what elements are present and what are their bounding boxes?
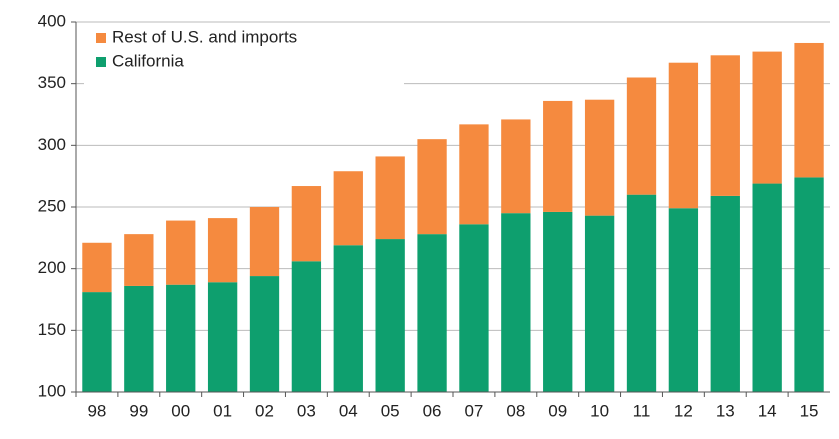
x-tick-label: 09	[548, 401, 567, 420]
bar-segment	[584, 215, 615, 392]
bar-segment	[794, 42, 824, 178]
bar-segment	[584, 99, 615, 216]
bar-segment	[710, 55, 740, 196]
legend-label: Rest of U.S. and imports	[112, 27, 297, 46]
x-tick-label: 99	[129, 401, 148, 420]
bar-segment	[752, 183, 782, 392]
x-tick-label: 00	[171, 401, 190, 420]
bar-segment	[626, 77, 657, 195]
x-tick-label: 98	[87, 401, 106, 420]
x-tick-label: 08	[506, 401, 525, 420]
bar-segment	[417, 234, 447, 392]
x-tick-label: 02	[255, 401, 274, 420]
x-tick-label: 01	[213, 401, 232, 420]
bar-segment	[375, 239, 405, 392]
bar-segment	[207, 282, 238, 392]
bar-segment	[794, 177, 824, 392]
x-tick-label: 04	[339, 401, 358, 420]
bar-segment	[82, 242, 112, 293]
x-tick-label: 10	[590, 401, 609, 420]
y-tick-label: 200	[38, 258, 66, 277]
y-tick-label: 400	[38, 11, 66, 30]
legend-swatch	[96, 57, 106, 67]
x-tick-label: 05	[381, 401, 400, 420]
bar-segment	[124, 285, 154, 392]
legend-box	[84, 26, 404, 88]
x-tick-label: 03	[297, 401, 316, 420]
legend-label: California	[112, 51, 184, 70]
bar-segment	[668, 208, 699, 392]
bar-segment	[249, 207, 280, 277]
bar-segment	[291, 186, 322, 262]
bar-segment	[459, 224, 489, 392]
y-tick-label: 250	[38, 196, 66, 215]
bar-segment	[710, 195, 740, 392]
y-tick-label: 150	[38, 320, 66, 339]
bar-segment	[249, 276, 280, 392]
bar-segment	[752, 51, 782, 184]
y-tick-label: 100	[38, 381, 66, 400]
bar-segment	[333, 245, 363, 392]
bar-segment	[124, 234, 154, 286]
bar-segment	[166, 284, 196, 392]
x-tick-label: 14	[758, 401, 777, 420]
x-tick-label: 11	[633, 401, 651, 420]
y-tick-label: 350	[38, 73, 66, 92]
bar-segment	[501, 213, 531, 392]
bar-segment	[543, 211, 573, 392]
x-tick-label: 13	[716, 401, 735, 420]
bar-segment	[207, 218, 238, 283]
bar-segment	[626, 194, 657, 392]
legend-swatch	[96, 33, 106, 43]
bar-segment	[417, 139, 447, 235]
x-tick-label: 06	[423, 401, 442, 420]
x-tick-label: 12	[674, 401, 693, 420]
bar-segment	[501, 119, 531, 214]
bar-segment	[459, 124, 489, 225]
bar-segment	[166, 220, 196, 285]
x-tick-label: 15	[800, 401, 819, 420]
x-tick-label: 07	[464, 401, 483, 420]
bar-segment	[333, 171, 363, 246]
bar-segment	[291, 261, 322, 392]
bar-segment	[668, 62, 699, 209]
bar-segment	[543, 100, 573, 212]
y-tick-label: 300	[38, 135, 66, 154]
bar-segment	[375, 156, 405, 240]
bar-segment	[82, 292, 112, 392]
